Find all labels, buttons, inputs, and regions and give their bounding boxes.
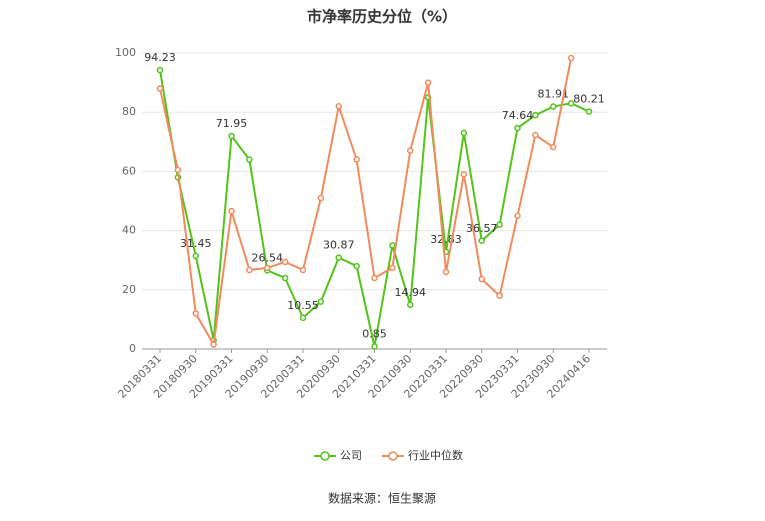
source-note: 数据来源：恒生聚源 (328, 491, 436, 506)
data-point (174, 166, 182, 174)
data-point (532, 111, 539, 119)
data-point (389, 264, 396, 272)
data-point (192, 252, 199, 260)
data-point (299, 314, 307, 322)
data-label: 30.87 (323, 239, 355, 252)
data-point (585, 108, 593, 115)
data-point (281, 258, 289, 266)
data-label: 81.91 (538, 88, 570, 101)
data-label: 80.21 (573, 93, 605, 106)
data-point (478, 275, 485, 283)
data-point (514, 124, 521, 132)
data-point (496, 292, 503, 299)
data-label: 32.83 (430, 233, 462, 246)
data-point (389, 242, 396, 249)
data-point (192, 310, 199, 317)
data-point (335, 103, 342, 110)
data-label: 0.85 (362, 327, 387, 340)
data-point (246, 156, 253, 163)
data-point (299, 266, 307, 274)
data-point (567, 100, 575, 107)
legend-marker (388, 451, 398, 461)
data-point (264, 264, 271, 272)
data-label: 74.64 (502, 109, 534, 122)
data-label: 94.23 (144, 51, 176, 64)
data-point (478, 237, 485, 245)
chart-title: 市净率历史分位（%） (307, 8, 457, 26)
y-tick-label: 0 (129, 342, 136, 355)
data-point (407, 147, 414, 154)
data-point (335, 254, 342, 261)
data-point (317, 298, 325, 305)
data-point (353, 262, 360, 270)
data-label: 26.54 (252, 251, 284, 264)
data-point (156, 66, 164, 74)
data-point (460, 129, 468, 137)
legend-label: 公司 (340, 449, 362, 462)
data-point (317, 194, 325, 202)
y-tick-label: 80 (122, 105, 136, 118)
data-point (156, 85, 164, 92)
data-point (424, 79, 432, 86)
data-point (371, 274, 378, 282)
y-tick-label: 40 (122, 224, 136, 237)
data-point (228, 132, 235, 140)
data-point (532, 131, 539, 139)
data-point (210, 341, 217, 348)
data-point (514, 212, 521, 220)
data-point (496, 221, 503, 228)
series-line (159, 57, 573, 348)
data-point (550, 143, 557, 151)
data-point (353, 156, 360, 163)
data-point (228, 207, 235, 215)
data-point (246, 266, 253, 274)
y-tick-label: 20 (122, 283, 136, 296)
data-point (371, 343, 378, 350)
data-point (460, 171, 468, 178)
y-tick-label: 60 (122, 164, 136, 177)
data-label: 14.94 (395, 286, 427, 299)
data-point (281, 274, 289, 282)
data-label: 71.95 (216, 117, 248, 130)
data-label: 10.55 (287, 299, 319, 312)
legend-marker (320, 451, 330, 461)
data-point (407, 301, 414, 309)
data-point (567, 54, 575, 62)
data-label: 31.45 (180, 237, 212, 250)
legend-label: 行业中位数 (408, 448, 463, 462)
y-tick-label: 100 (115, 46, 136, 59)
data-point (442, 268, 450, 276)
data-point (550, 103, 557, 110)
data-label: 36.57 (466, 222, 498, 235)
